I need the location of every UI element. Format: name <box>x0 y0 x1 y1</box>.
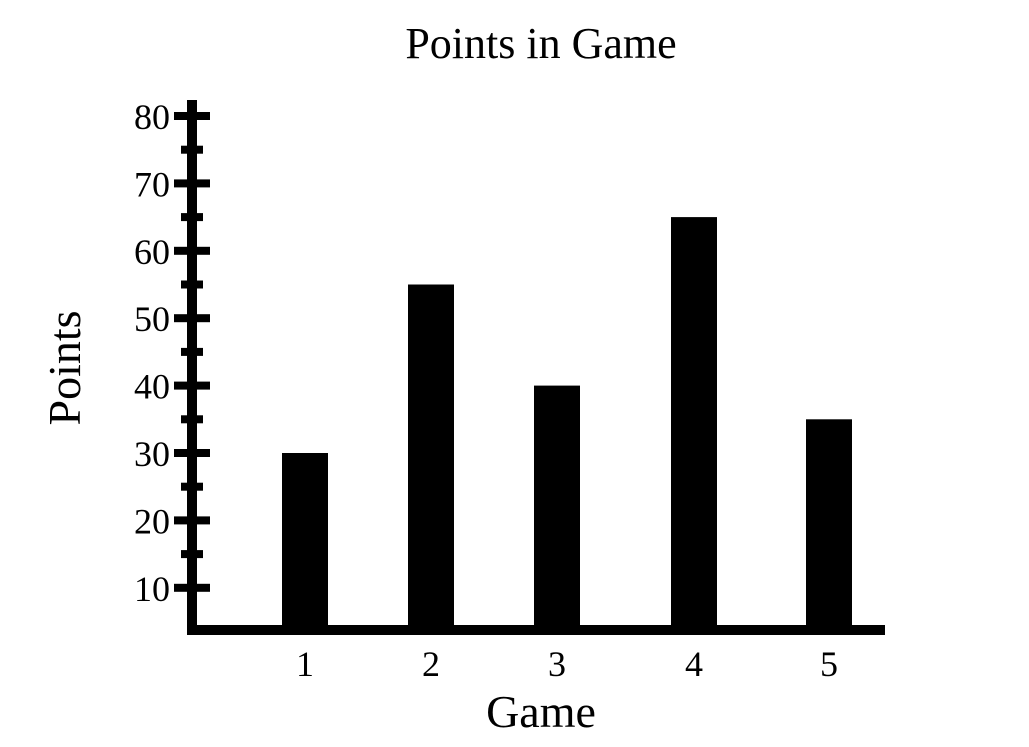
y-major-tick <box>174 314 210 323</box>
y-axis: 10 20 30 40 50 60 70 80 <box>134 97 210 630</box>
y-major-tick <box>174 381 210 390</box>
x-tick-label: 5 <box>820 644 838 684</box>
x-axis-label: Game <box>486 686 596 737</box>
y-tick-label: 70 <box>134 164 170 204</box>
y-minor-tick <box>181 415 203 424</box>
bar-game-3 <box>534 385 580 630</box>
y-minor-tick <box>181 347 203 356</box>
bar-game-2 <box>408 284 454 630</box>
y-minor-tick <box>181 280 203 289</box>
y-minor-tick <box>181 550 203 559</box>
bar-game-4 <box>671 217 717 630</box>
x-axis: 1 2 3 4 5 <box>187 625 885 684</box>
x-tick-label: 3 <box>548 644 566 684</box>
y-tick-label: 10 <box>134 569 170 609</box>
x-tick-label: 2 <box>422 644 440 684</box>
y-minor-tick <box>181 213 203 222</box>
bar-game-1 <box>282 453 328 630</box>
y-major-tick <box>174 112 210 120</box>
y-tick-label: 20 <box>134 501 170 541</box>
x-tick-label: 4 <box>685 644 703 684</box>
x-tick-label: 1 <box>296 644 314 684</box>
y-tick-label: 60 <box>134 232 170 272</box>
y-tick-label: 30 <box>134 434 170 474</box>
y-axis-label: Points <box>39 310 90 425</box>
y-major-tick <box>174 449 210 457</box>
y-axis-line <box>187 100 197 630</box>
chart-title: Points in Game <box>405 19 676 68</box>
y-major-tick <box>174 246 210 255</box>
y-tick-label: 50 <box>134 299 170 339</box>
bars <box>282 217 852 630</box>
y-major-tick <box>174 516 210 525</box>
y-minor-tick <box>181 145 203 154</box>
y-major-tick <box>174 179 210 188</box>
bar-game-5 <box>806 419 852 630</box>
y-minor-tick <box>181 482 203 491</box>
y-tick-label: 40 <box>134 367 170 407</box>
x-axis-line <box>187 625 885 635</box>
y-major-tick <box>174 583 210 592</box>
y-tick-label: 80 <box>134 97 170 137</box>
